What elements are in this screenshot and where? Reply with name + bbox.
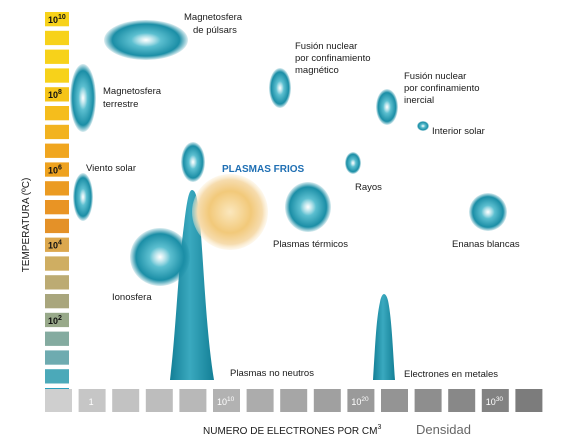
x-scale-cell <box>213 389 240 412</box>
y-scale-cell <box>45 369 69 384</box>
x-scale: 1 1010 1020 1030 <box>45 389 543 412</box>
y-tick-label: 102 <box>48 315 62 326</box>
magnetic-fusion-region <box>269 68 291 108</box>
earth-magnetosphere-region <box>70 64 96 132</box>
thermal-plasma-region <box>285 182 331 232</box>
label-cold-plasmas: PLASMAS FRIOS <box>222 164 305 175</box>
x-scale-cell <box>448 389 476 412</box>
label-lightning: Rayos <box>355 182 382 193</box>
solar-interior-region <box>417 121 429 131</box>
x-scale-cell <box>145 389 173 412</box>
x-scale-cell <box>45 389 72 412</box>
cold-plasma-top-region <box>181 142 205 182</box>
y-scale-cell <box>45 350 69 365</box>
y-scale-cell <box>45 68 69 83</box>
non-neutral-plasma-region <box>170 190 214 380</box>
y-scale-cell <box>45 294 69 309</box>
y-tick-label: 104 <box>48 240 62 251</box>
y-scale-cell <box>45 106 69 121</box>
y-scale-cell <box>45 181 69 196</box>
x-scale-cell <box>381 389 408 412</box>
label-metal-electrons: Electrones en metales <box>404 369 498 380</box>
x-scale-cell <box>347 389 375 412</box>
x-scale-cell <box>179 389 207 412</box>
y-scale-cell <box>45 312 69 328</box>
label-earth-magnetosphere: Magnetosfera terrestre <box>103 86 162 110</box>
y-scale-cell <box>45 162 69 177</box>
solar-wind-region <box>73 173 93 221</box>
white-dwarf-region <box>469 193 507 231</box>
label-ionosphere: Ionosfera <box>112 292 152 303</box>
x-axis-extra-label: Densidad <box>416 422 471 437</box>
x-tick-label: 1020 <box>351 396 369 407</box>
y-tick-label: 106 <box>48 164 62 175</box>
x-scale-cell <box>515 389 543 412</box>
y-tick-label: 1010 <box>48 14 66 25</box>
x-scale-cell <box>313 389 341 412</box>
lightning-region <box>345 152 361 174</box>
ionosphere-region <box>130 228 190 286</box>
y-scale-cell <box>45 124 69 140</box>
metal-electrons-region <box>373 294 395 380</box>
x-tick-label: 1010 <box>217 396 235 407</box>
label-pulsar: Magnetosfera de púlsars <box>184 12 243 36</box>
y-scale-cell <box>45 331 69 346</box>
y-scale-cell <box>45 218 69 234</box>
label-white-dwarfs: Enanas blancas <box>452 239 520 250</box>
x-scale-cell <box>481 389 509 412</box>
label-solar-interior: Interior solar <box>432 126 485 137</box>
x-scale-cell <box>78 389 106 412</box>
x-axis-title: NUMERO DE ELECTRONES POR CM3 <box>203 424 381 437</box>
y-tick-label: 108 <box>48 89 62 100</box>
y-scale-cell <box>45 49 69 64</box>
y-scale-cell <box>45 275 69 290</box>
y-scale-cell <box>45 237 69 252</box>
y-scale-cell <box>45 200 69 215</box>
y-scale-cell <box>45 30 69 46</box>
x-scale-cell <box>280 389 308 412</box>
label-solar-wind: Viento solar <box>86 163 136 174</box>
y-scale-cell <box>45 12 69 27</box>
label-inertial-fusion: Fusión nuclear por confinamiento inercial <box>404 71 480 106</box>
x-tick-label: 1030 <box>486 396 504 407</box>
x-tick-label: 1 <box>89 397 94 407</box>
label-non-neutral: Plasmas no neutros <box>230 368 314 379</box>
y-scale-cell <box>45 143 69 158</box>
label-thermal: Plasmas térmicos <box>273 239 348 250</box>
inertial-fusion-region <box>376 89 398 125</box>
y-scale-cell <box>45 256 69 271</box>
y-scale-cell <box>45 87 69 102</box>
label-magnetic-fusion: Fusión nuclear por confinamiento magnético <box>295 41 371 76</box>
x-scale-cell <box>414 389 442 412</box>
x-scale-cell <box>246 389 274 412</box>
x-scale-cell <box>112 389 140 412</box>
pulsar-magnetosphere-region <box>104 20 188 60</box>
cold-plasma-region <box>192 174 268 250</box>
y-axis-title: TEMPERATURA (ºC) <box>21 178 32 273</box>
